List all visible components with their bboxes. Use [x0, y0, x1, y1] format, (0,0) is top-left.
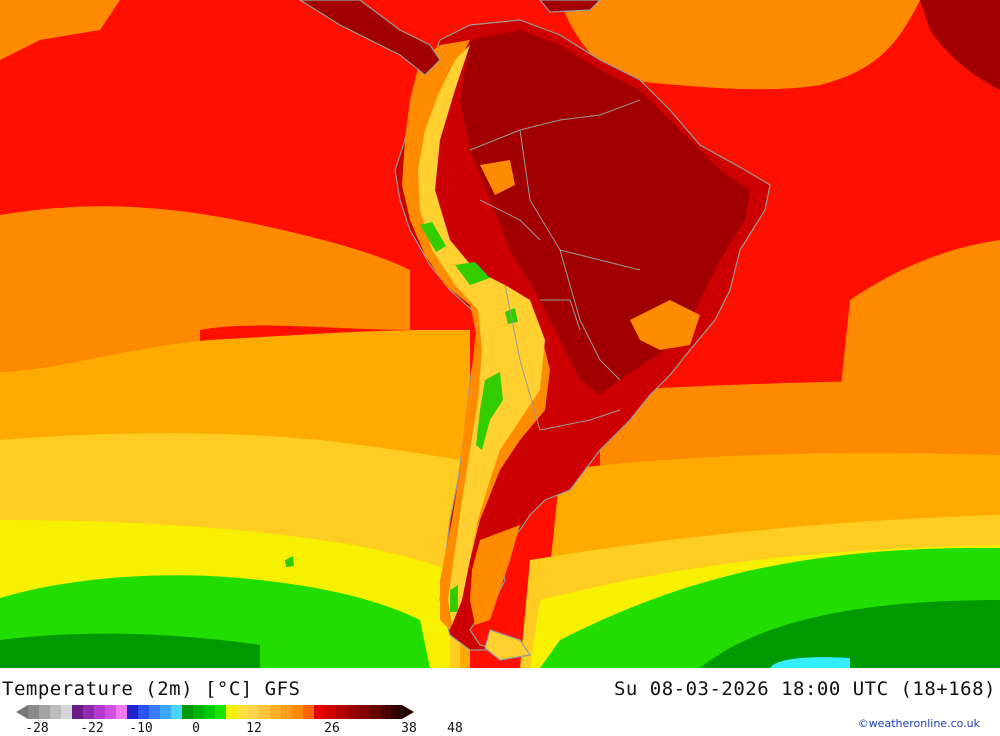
legend-bar — [28, 705, 402, 719]
ice-patch — [770, 657, 850, 668]
ocean-dgreen-pacific — [0, 633, 260, 668]
map-title: Temperature (2m) [°C] GFS — [2, 678, 301, 700]
andes-cold-4 — [476, 372, 503, 450]
legend-swatch — [204, 705, 215, 719]
legend-tick: -10 — [129, 721, 153, 736]
color-legend — [16, 705, 414, 719]
legend-swatch — [347, 705, 358, 719]
credit-link[interactable]: ©weatheronline.co.uk — [857, 717, 980, 730]
legend-swatch — [336, 705, 347, 719]
legend-swatch — [138, 705, 149, 719]
legend-tick: 38 — [401, 721, 417, 736]
legend-swatch — [94, 705, 105, 719]
island-cold — [285, 556, 294, 567]
tierra-del-fuego — [484, 629, 532, 661]
ocean-warm-atlantic-east — [840, 240, 1000, 395]
legend-tick: 26 — [324, 721, 340, 736]
ocean-warm-north — [0, 0, 120, 60]
forecast-datetime: Su 08-03-2026 18:00 UTC (18+168) — [613, 678, 996, 700]
legend-swatch — [61, 705, 72, 719]
legend-swatch — [325, 705, 336, 719]
map-canvas — [0, 0, 1000, 668]
legend-swatch — [149, 705, 160, 719]
legend-swatch — [171, 705, 182, 719]
highland-patch — [480, 160, 515, 195]
andes-yellow — [418, 45, 545, 625]
legend-swatch — [72, 705, 83, 719]
patagonia-mild — [470, 525, 520, 625]
temperature-map[interactable] — [0, 0, 1000, 668]
country-borders — [469, 99, 641, 431]
legend-swatch — [39, 705, 50, 719]
legend-swatch — [160, 705, 171, 719]
legend-swatch — [380, 705, 391, 719]
legend-swatch — [358, 705, 369, 719]
highland-orange — [630, 300, 700, 350]
ocean-warm-pacific — [0, 206, 410, 372]
legend-tick: -28 — [25, 721, 49, 736]
legend-swatch — [270, 705, 281, 719]
map-footer: Temperature (2m) [°C] GFS Su 08-03-2026 … — [0, 668, 1000, 736]
legend-swatch — [391, 705, 402, 719]
legend-ticks: -28 -22 -10 0 12 26 38 48 — [0, 721, 1000, 736]
legend-swatch — [292, 705, 303, 719]
africa-land — [920, 0, 1000, 90]
andes-orange — [402, 40, 550, 630]
ocean-dgreen-atlantic — [700, 600, 1000, 668]
legend-swatch — [116, 705, 127, 719]
legend-tick: 0 — [192, 721, 200, 736]
legend-swatch — [193, 705, 204, 719]
legend-swatch — [314, 705, 325, 719]
legend-arrow-left — [16, 705, 28, 719]
legend-swatch — [369, 705, 380, 719]
legend-swatch — [105, 705, 116, 719]
legend-swatch — [281, 705, 292, 719]
legend-swatch — [248, 705, 259, 719]
legend-swatch — [215, 705, 226, 719]
legend-swatch — [182, 705, 193, 719]
ocean-warm-caribbean — [560, 0, 920, 90]
legend-tick: 48 — [447, 721, 463, 736]
central-america-land — [298, 0, 441, 76]
andes-cold-2 — [455, 262, 490, 285]
legend-swatch — [237, 705, 248, 719]
andes-cold-1 — [420, 222, 446, 252]
legend-tick: 12 — [246, 721, 262, 736]
legend-swatch — [50, 705, 61, 719]
caribbean-islands — [539, 0, 601, 13]
legend-tick: -22 — [80, 721, 104, 736]
legend-swatch — [226, 705, 237, 719]
legend-swatch — [259, 705, 270, 719]
legend-arrow-right — [402, 705, 414, 719]
andes-cold-5 — [450, 585, 458, 612]
legend-swatch — [83, 705, 94, 719]
legend-swatch — [28, 705, 39, 719]
legend-swatch — [127, 705, 138, 719]
legend-swatch — [303, 705, 314, 719]
